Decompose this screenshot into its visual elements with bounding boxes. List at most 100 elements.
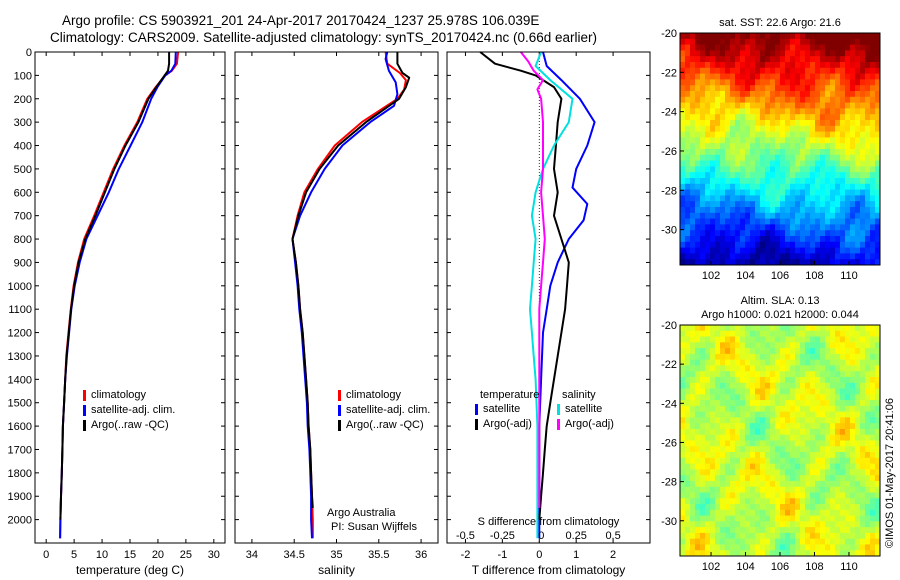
map-cell <box>815 120 821 127</box>
map-cell <box>870 411 876 418</box>
map-cell <box>845 480 851 488</box>
map-cell <box>855 44 861 51</box>
map-cell <box>805 166 811 173</box>
map-cell <box>730 504 736 511</box>
x-tick-label: 25 <box>180 549 192 561</box>
map-cell <box>835 143 841 150</box>
map-cell <box>765 62 771 69</box>
map-cell <box>835 521 841 528</box>
map-cell <box>730 85 736 92</box>
map-cell <box>830 218 836 225</box>
imos-timestamp: ©IMOS 01-May-2017 20:41:06 <box>884 398 896 548</box>
map-cell <box>730 463 736 470</box>
map-cell <box>855 469 861 476</box>
map-cell <box>780 154 786 161</box>
map-cell <box>845 236 851 243</box>
map-cell <box>850 189 856 196</box>
map-cell <box>770 91 776 98</box>
map-cell <box>775 544 781 551</box>
map-cell <box>690 336 696 343</box>
map-cell <box>820 538 826 545</box>
map-cell <box>785 79 791 86</box>
map-cell <box>800 400 806 407</box>
map-cell <box>765 348 771 355</box>
map-cell <box>780 33 786 40</box>
map-cell <box>795 137 801 144</box>
map-cell <box>805 178 811 185</box>
map-cell <box>820 400 826 407</box>
map-cell <box>755 440 761 447</box>
map-cell <box>800 212 806 219</box>
map-cell <box>805 207 811 214</box>
map-cell <box>835 365 841 372</box>
map-cell <box>845 475 851 482</box>
map-cell <box>855 189 861 196</box>
map-cell <box>740 178 746 185</box>
map-cell <box>745 56 751 63</box>
legend-group-title: salinity <box>562 389 596 401</box>
map-cell <box>805 224 811 231</box>
map-cell <box>860 348 866 355</box>
map-cell <box>735 515 741 522</box>
map-cell <box>765 371 771 378</box>
map-cell <box>750 154 756 161</box>
map-cell <box>795 230 801 237</box>
map-cell <box>745 492 751 499</box>
map-cell <box>865 91 871 98</box>
map-cell <box>790 417 796 424</box>
map-cell <box>710 189 716 196</box>
map-cell <box>810 172 816 179</box>
map-cell <box>845 120 851 127</box>
map-cell <box>795 550 801 557</box>
map-cell <box>770 521 776 528</box>
map-cell <box>765 550 771 557</box>
map-cell <box>850 195 856 202</box>
map-cell <box>805 376 811 384</box>
map-cell <box>835 131 841 138</box>
map-cell <box>845 521 851 528</box>
map-cell <box>845 189 851 196</box>
map-cell <box>775 509 781 516</box>
map-cell <box>695 371 701 378</box>
map-cell <box>725 509 731 516</box>
map-cell <box>725 218 731 225</box>
map-cell <box>835 38 841 45</box>
map-cell <box>695 195 701 202</box>
map-cell <box>775 446 781 453</box>
map-cell <box>830 325 836 332</box>
map-cell <box>805 538 811 545</box>
map-cell <box>760 172 766 179</box>
map-cell <box>760 521 766 528</box>
map-cell <box>715 365 721 372</box>
map-cell <box>795 178 801 185</box>
map-cell <box>730 388 736 395</box>
map-cell <box>720 56 726 63</box>
map-cell <box>745 515 751 522</box>
map-cell <box>755 434 761 441</box>
map-cell <box>830 457 836 465</box>
map-cell <box>815 405 821 413</box>
map-cell <box>695 457 701 465</box>
map-cell <box>680 342 686 349</box>
map-cell <box>735 102 741 109</box>
map-y-tick-label: -30 <box>661 516 677 528</box>
map-cell <box>825 241 831 248</box>
x-tick-label: 5 <box>71 549 77 561</box>
map-cell <box>860 56 866 63</box>
map-cell <box>750 79 756 86</box>
map-cell <box>730 212 736 219</box>
map-cell <box>875 457 881 465</box>
map-cell <box>845 446 851 453</box>
map-cell <box>685 154 691 161</box>
map-cell <box>725 33 731 40</box>
map-cell <box>745 241 751 248</box>
map-cell <box>685 114 691 121</box>
map-cell <box>775 521 781 528</box>
map-cell <box>845 207 851 214</box>
map-cell <box>785 428 791 436</box>
map-cell <box>730 131 736 138</box>
map-cell <box>840 538 846 545</box>
map-cell <box>720 371 726 378</box>
map-cell <box>805 423 811 430</box>
map-cell <box>725 515 731 522</box>
